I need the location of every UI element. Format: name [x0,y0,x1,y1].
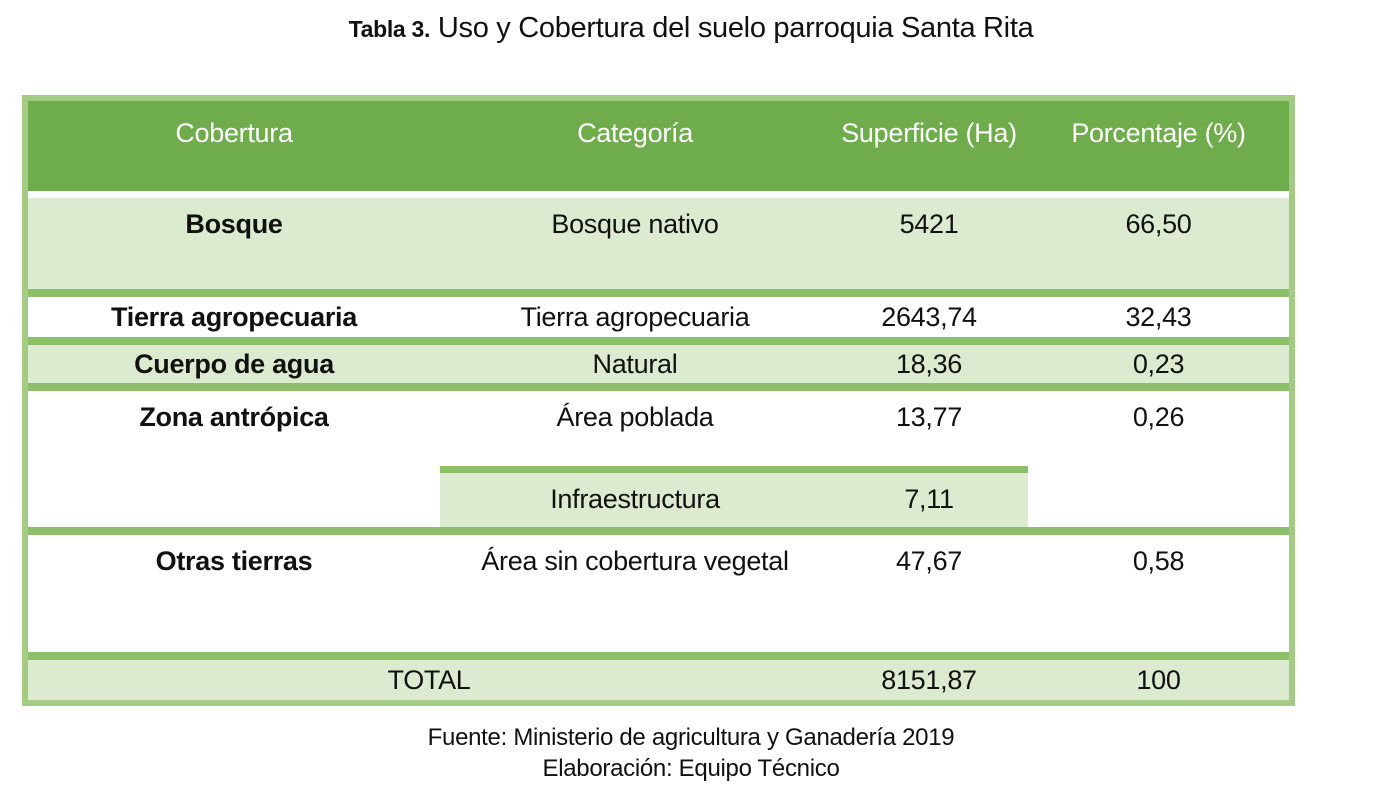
header-superficie: Superficie (Ha) [841,118,1017,148]
cell-categoria: Natural [592,349,678,379]
cell-categoria: Tierra agropecuaria [520,302,750,332]
table-subrow-infraestructura: Infraestructura 7,11 [28,466,1289,527]
table-row-bosque: Bosque Bosque nativo 5421 66,50 [28,198,1289,289]
cell-superficie: 2643,74 [881,302,977,332]
land-use-table: Cobertura Categoría Superficie (Ha) Porc… [22,95,1295,706]
cell-superficie: 18,36 [895,349,963,379]
cell-superficie: 47,67 [895,546,963,576]
table-row-otras-tierras: Otras tierras Área sin cobertura vegetal… [28,535,1289,652]
cell-cobertura: Otras tierras [155,546,313,576]
header-categoria: Categoría [577,118,693,148]
table-footnotes: Fuente: Ministerio de agricultura y Gana… [0,722,1382,784]
cell-cobertura: Cuerpo de agua [134,349,334,379]
table-caption: Tabla 3. Uso y Cobertura del suelo parro… [0,12,1382,45]
cell-porcentaje: 32,43 [1125,302,1192,332]
table-subrow-area-poblada: Zona antrópica Área poblada 13,77 0,26 [28,391,1289,466]
row-separator [28,289,1289,297]
cell-porcentaje: 0,58 [1132,546,1185,576]
cell-categoria: Área sin cobertura vegetal [481,546,789,576]
cell-porcentaje: 66,50 [1125,209,1192,239]
total-porcentaje: 100 [1136,665,1181,695]
row-separator [28,527,1289,535]
row-separator [28,652,1289,660]
row-separator [28,383,1289,391]
total-label: TOTAL [387,665,471,695]
cell-categoria: Bosque nativo [551,209,719,239]
header-separator [28,191,1289,198]
cell-porcentaje: 0,26 [1132,402,1185,432]
header-porcentaje: Porcentaje (%) [1071,118,1246,148]
cell-cobertura: Zona antrópica [139,402,329,432]
elaboration-note: Elaboración: Equipo Técnico [542,755,840,782]
table-total-row: TOTAL 8151,87 100 [28,660,1289,700]
table-caption-text: Uso y Cobertura del suelo parroquia Sant… [430,12,1034,44]
total-superficie: 8151,87 [881,665,977,695]
cell-cobertura: Tierra agropecuaria [111,302,357,332]
cell-cobertura: Bosque [185,209,283,239]
table-caption-number: Tabla 3. [348,16,431,42]
source-note: Fuente: Ministerio de agricultura y Gana… [427,724,955,751]
row-separator [28,337,1289,345]
table-row-cuerpo-de-agua: Cuerpo de agua Natural 18,36 0,23 [28,345,1289,383]
cell-categoria: Área poblada [556,402,714,432]
cell-categoria: Infraestructura [550,484,720,514]
cell-superficie: 7,11 [904,484,954,514]
table-row-zona-antropica: Zona antrópica Área poblada 13,77 0,26 I… [28,391,1289,527]
cell-porcentaje: 0,23 [1132,349,1185,379]
infraestructura-highlight-band: Infraestructura 7,11 [440,466,1028,527]
cell-superficie: 5421 [899,209,959,239]
table-header-row: Cobertura Categoría Superficie (Ha) Porc… [28,101,1289,191]
header-cobertura: Cobertura [175,118,293,148]
cell-superficie: 13,77 [895,402,963,432]
table-row-tierra-agropecuaria: Tierra agropecuaria Tierra agropecuaria … [28,297,1289,337]
